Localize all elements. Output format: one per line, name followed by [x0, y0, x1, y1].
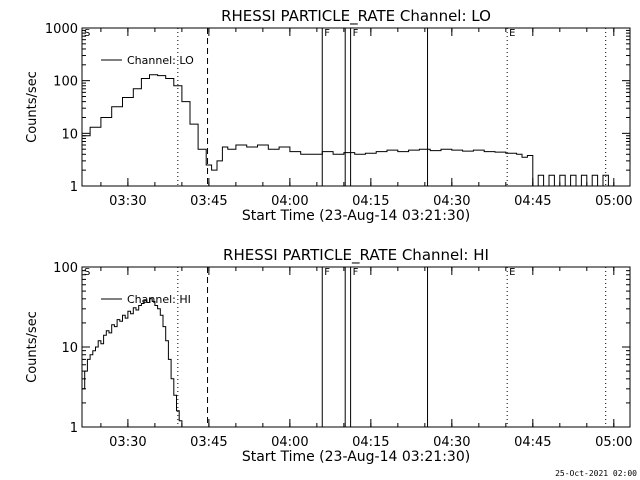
x-tick-label: 04:30 [433, 435, 470, 450]
y-tick-label: 100 [53, 75, 78, 90]
x-axis-label: Start Time (23-Aug-14 03:21:30) [242, 449, 470, 465]
event-marker-label: F [324, 267, 330, 278]
x-tick-label: 04:45 [514, 194, 551, 209]
x-tick-label: 04:45 [514, 435, 551, 450]
y-axis-label: Counts/sec [25, 311, 40, 383]
y-tick-label: 10 [61, 127, 78, 142]
panel-hi: RHESSI PARTICLE_RATE Channel: HI Start Ti… [25, 246, 633, 465]
y-tick-label: 100 [53, 261, 78, 276]
x-tick-label: 05:00 [595, 194, 632, 209]
x-tick-label: 04:15 [352, 435, 389, 450]
x-tick-label: 03:45 [190, 435, 227, 450]
event-marker-label: F [353, 28, 359, 39]
x-tick-label: 03:30 [109, 194, 146, 209]
event-marker-label: S [84, 267, 90, 278]
x-tick-label: 04:00 [271, 435, 308, 450]
x-tick-label: 05:00 [595, 435, 632, 450]
x-tick-label: 04:30 [433, 194, 470, 209]
event-marker-label: F [353, 267, 359, 278]
plot-frame [81, 266, 631, 428]
event-marker-label: E [509, 28, 515, 39]
chart-title: RHESSI PARTICLE_RATE Channel: HI [223, 246, 489, 265]
x-tick-label: 03:45 [190, 194, 227, 209]
footer-timestamp: 25-Oct-2021 02:00 [555, 469, 637, 478]
x-tick-label: 03:30 [109, 435, 146, 450]
y-axis-label: Counts/sec [25, 71, 40, 143]
series-line [82, 298, 183, 427]
event-marker-label: S [84, 28, 90, 39]
panel-lo: RHESSI PARTICLE_RATE Channel: LO Start Ti… [25, 7, 633, 224]
chart-title: RHESSI PARTICLE_RATE Channel: LO [221, 7, 491, 26]
x-tick-label: 04:00 [271, 194, 308, 209]
legend-label: Channel: HI [127, 293, 191, 306]
y-tick-label: 1 [70, 421, 78, 436]
event-marker-label: F [324, 28, 330, 39]
x-axis-label: Start Time (23-Aug-14 03:21:30) [242, 208, 470, 224]
y-tick-label: 1000 [45, 22, 78, 37]
legend-label: Channel: LO [127, 54, 194, 67]
event-marker-label: E [509, 267, 515, 278]
series-line [82, 74, 609, 187]
y-tick-label: 1 [70, 180, 78, 195]
x-tick-label: 04:15 [352, 194, 389, 209]
y-tick-label: 10 [61, 341, 78, 356]
plot-frame [81, 27, 631, 187]
